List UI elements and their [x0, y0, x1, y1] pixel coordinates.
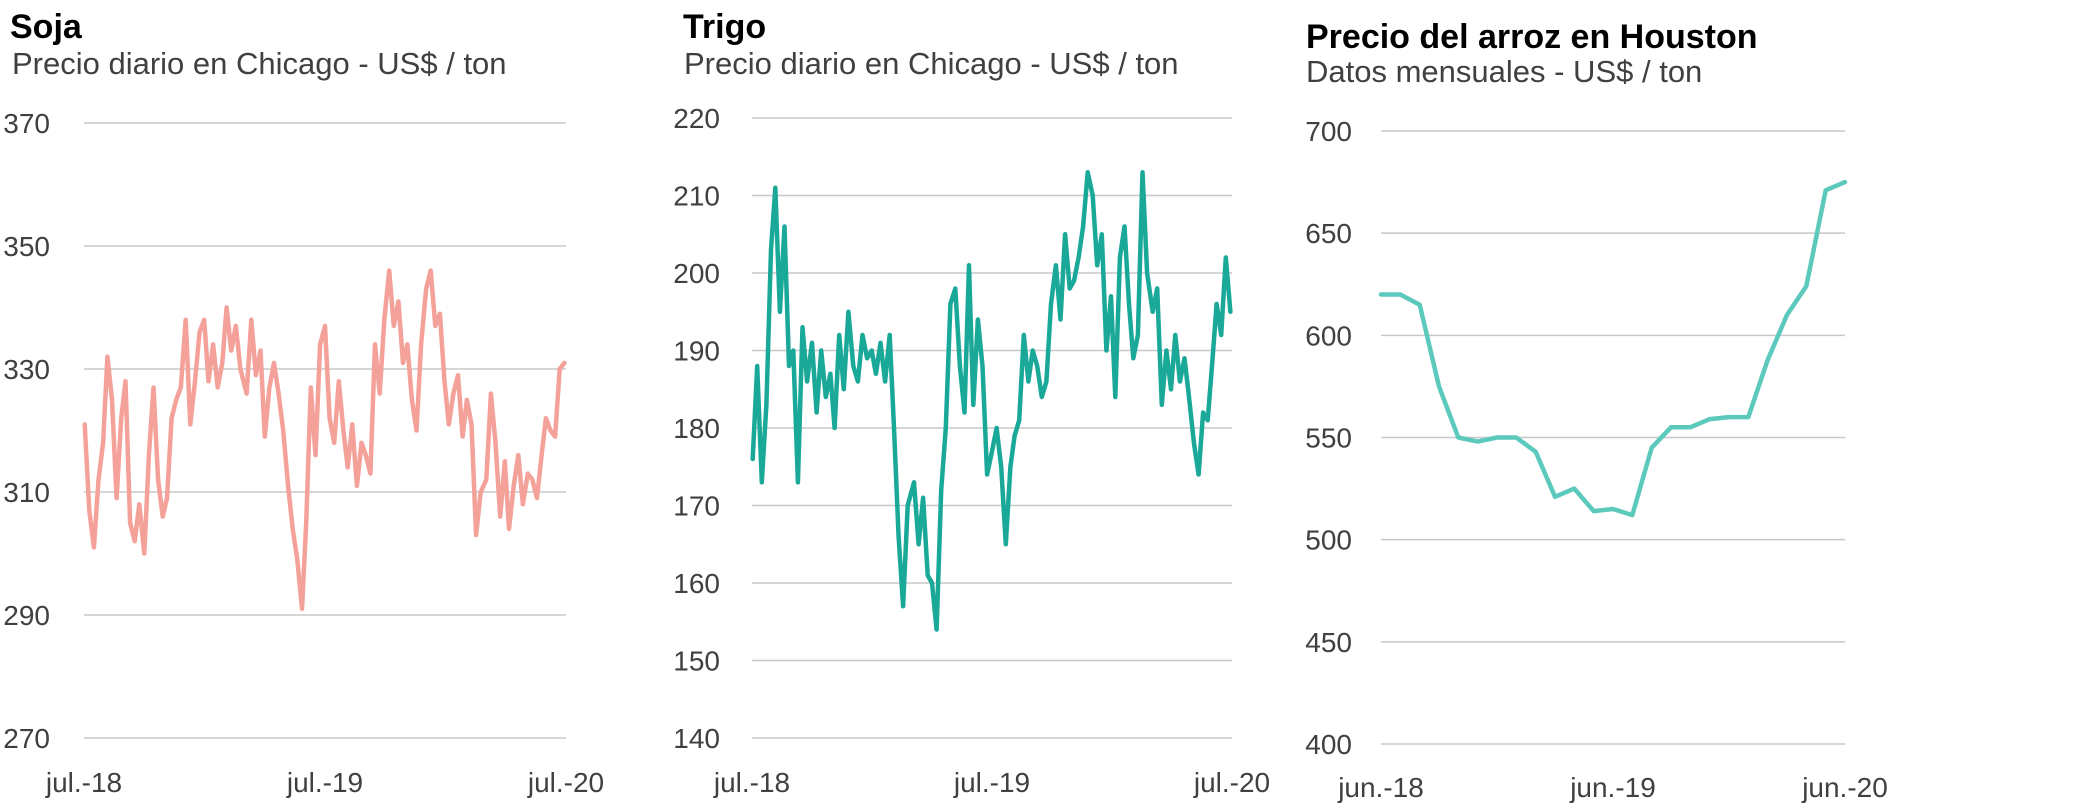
- x-tick-label: jul.-18: [713, 767, 790, 798]
- series-line: [1378, 179, 1848, 518]
- chart-subtitle: Precio diario en Chicago - US$ / ton: [684, 46, 1179, 81]
- y-tick-label: 450: [1305, 627, 1352, 658]
- x-tick-label: jul.-19: [953, 767, 1030, 798]
- soja-chart: Soja Precio diario en Chicago - US$ / to…: [0, 0, 640, 806]
- chart-subtitle: Datos mensuales - US$ / ton: [1306, 54, 1703, 89]
- y-tick-label: 270: [3, 723, 50, 754]
- chart-subtitle: Precio diario en Chicago - US$ / ton: [12, 46, 507, 81]
- y-tick-label: 170: [673, 491, 720, 522]
- y-tick-label: 210: [673, 181, 720, 212]
- series-line: [82, 268, 567, 612]
- y-tick-label: 150: [673, 646, 720, 677]
- y-tick-label: 600: [1305, 320, 1352, 351]
- x-tick-label: jul.-19: [286, 767, 363, 798]
- chart-title: Soja: [10, 8, 82, 46]
- chart-title: Trigo: [683, 8, 767, 46]
- y-tick-label: 350: [3, 231, 50, 262]
- y-tick-label: 220: [673, 103, 720, 134]
- trigo-chart: Trigo Precio diario en Chicago - US$ / t…: [660, 0, 1300, 806]
- x-tick-label: jun.-18: [1337, 772, 1424, 803]
- y-tick-label: 650: [1305, 218, 1352, 249]
- series-line: [750, 170, 1233, 632]
- x-tick-label: jun.-20: [1801, 772, 1888, 803]
- y-tick-label: 310: [3, 477, 50, 508]
- arroz-plot: 400 450 500 550 600 650 700 jun.-18 jun.-19 jun.-…: [1305, 116, 1888, 803]
- x-tick-label: jul.-20: [527, 767, 604, 798]
- soja-plot: 270 290 310 330 350 370 jul.-18 jul.-19 jul.-20: [3, 108, 604, 798]
- y-tick-label: 330: [3, 354, 50, 385]
- x-tick-label: jul.-20: [1193, 767, 1270, 798]
- y-tick-label: 290: [3, 600, 50, 631]
- x-tick-label: jun.-19: [1569, 772, 1656, 803]
- y-tick-label: 190: [673, 336, 720, 367]
- x-tick-label: jul.-18: [45, 767, 122, 798]
- y-tick-label: 700: [1305, 116, 1352, 147]
- y-tick-label: 400: [1305, 729, 1352, 760]
- arroz-chart: Precio del arroz en Houston Datos mensua…: [1300, 0, 1960, 806]
- y-tick-label: 160: [673, 568, 720, 599]
- y-tick-label: 140: [673, 723, 720, 754]
- y-tick-label: 500: [1305, 525, 1352, 556]
- trigo-plot: 140 150 160 170 180 190 200 210 220 jul.-18 jul.-1…: [673, 103, 1270, 798]
- y-tick-label: 200: [673, 258, 720, 289]
- y-tick-label: 370: [3, 108, 50, 139]
- chart-title: Precio del arroz en Houston: [1306, 18, 1758, 56]
- y-tick-label: 180: [673, 413, 720, 444]
- y-tick-label: 550: [1305, 423, 1352, 454]
